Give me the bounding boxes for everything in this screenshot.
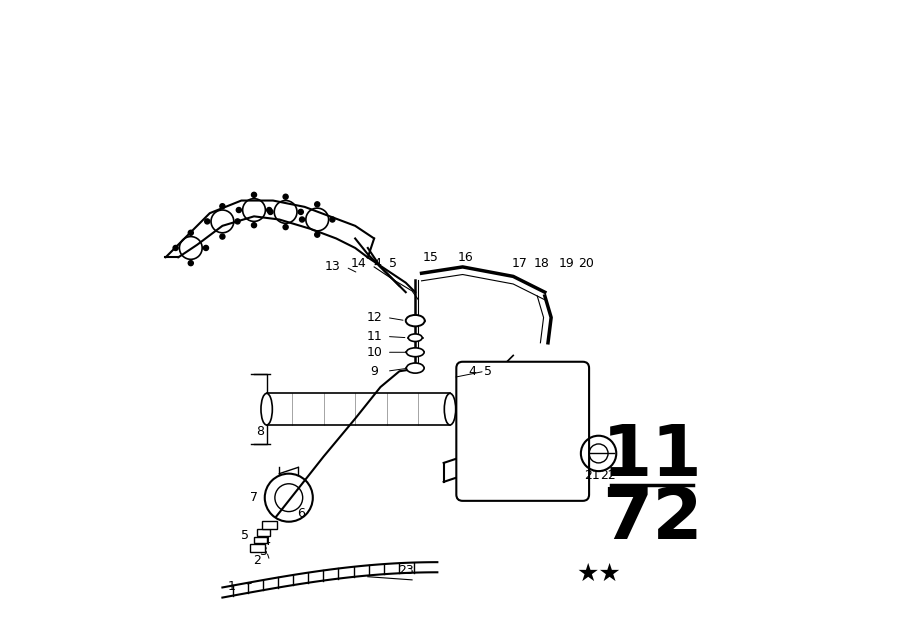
Text: 2: 2 [253,554,261,568]
Text: 21: 21 [584,469,600,482]
Text: 9: 9 [370,364,378,378]
Text: 4: 4 [374,257,382,271]
Text: 23: 23 [398,564,414,577]
Text: 8: 8 [256,425,265,438]
Circle shape [330,217,335,222]
Text: 13: 13 [325,260,341,274]
Circle shape [173,245,178,250]
Text: 1: 1 [228,580,236,592]
Text: 18: 18 [534,257,550,271]
Text: 6: 6 [298,507,305,520]
Bar [254,537,266,543]
Circle shape [237,208,241,213]
FancyBboxPatch shape [456,362,590,501]
Text: 20: 20 [578,257,594,271]
Ellipse shape [407,363,424,373]
Text: 7: 7 [250,491,258,504]
Text: 19: 19 [559,257,575,271]
Text: 5: 5 [240,529,248,542]
Circle shape [220,234,225,239]
Text: 3: 3 [259,545,267,558]
Text: 4: 4 [263,535,271,549]
Circle shape [266,208,272,213]
Text: 5: 5 [484,364,492,378]
Circle shape [300,217,304,222]
Text: 72: 72 [602,485,703,554]
Circle shape [220,204,225,209]
Circle shape [188,260,194,265]
Text: 22: 22 [600,469,616,482]
Circle shape [284,194,288,199]
Circle shape [251,223,256,228]
Circle shape [204,219,210,224]
Bar [257,530,270,535]
Bar [249,544,265,552]
Text: 11: 11 [366,330,382,343]
Text: 11: 11 [602,422,703,491]
Ellipse shape [407,348,424,357]
Circle shape [315,202,320,207]
Circle shape [235,219,240,224]
Circle shape [284,225,288,230]
Text: 10: 10 [366,346,382,359]
Text: 4: 4 [468,364,476,378]
Text: 5: 5 [389,257,397,271]
Circle shape [188,231,194,236]
Text: 16: 16 [458,251,473,264]
Circle shape [268,210,273,215]
Circle shape [315,232,320,237]
Text: 14: 14 [350,257,366,271]
Text: 15: 15 [423,251,439,264]
Ellipse shape [406,315,425,326]
Text: 12: 12 [366,311,382,324]
Circle shape [251,192,256,197]
Text: ★★: ★★ [576,561,621,585]
Bar [262,521,277,529]
Text: 17: 17 [511,257,527,271]
Ellipse shape [261,393,273,425]
Ellipse shape [409,334,422,342]
Circle shape [203,245,209,250]
Ellipse shape [445,393,455,425]
Circle shape [298,210,303,215]
